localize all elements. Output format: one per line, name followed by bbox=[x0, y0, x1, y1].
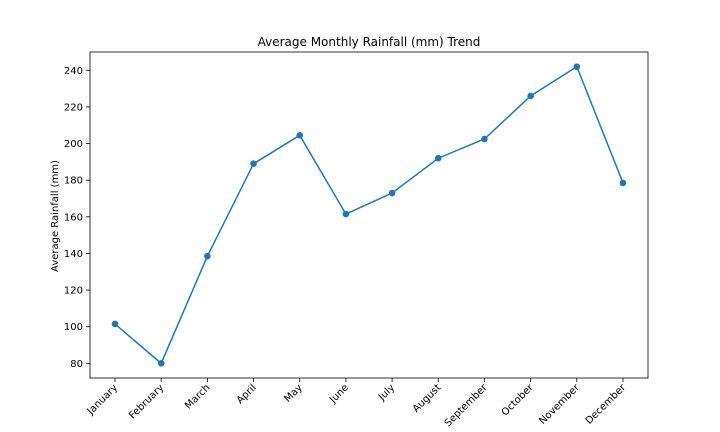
y-axis-label: Average Rainfall (mm) bbox=[50, 160, 61, 272]
data-point bbox=[573, 63, 581, 70]
x-tick-label: July bbox=[376, 382, 397, 403]
y-tick-label: 200 bbox=[64, 139, 83, 150]
x-tick-label: January bbox=[85, 382, 120, 417]
data-point bbox=[481, 135, 488, 143]
y-tick-label: 120 bbox=[64, 286, 83, 297]
x-tick-label: November bbox=[537, 382, 582, 427]
axes-frame bbox=[89, 51, 649, 379]
y-tick-label: 80 bbox=[70, 359, 83, 370]
data-point bbox=[204, 252, 211, 260]
data-point bbox=[296, 132, 304, 139]
y-tick-label: 160 bbox=[64, 212, 83, 223]
data-point bbox=[111, 320, 119, 328]
x-tick-label: September bbox=[443, 382, 490, 429]
y-tick-label: 220 bbox=[64, 102, 83, 113]
chart-title: Average Monthly Rainfall (mm) Trend bbox=[258, 35, 481, 49]
data-point bbox=[388, 189, 396, 197]
series-line bbox=[114, 65, 624, 365]
x-tick-label: February bbox=[127, 382, 166, 421]
plot-area: 80 100 120 140 160 180 200 220 240 January Februar… bbox=[64, 51, 649, 429]
y-tick-label: 240 bbox=[64, 66, 83, 77]
data-point bbox=[527, 92, 534, 100]
data-point bbox=[342, 210, 350, 218]
y-tick-label: 100 bbox=[64, 322, 83, 333]
x-tick-label: April bbox=[235, 382, 259, 406]
x-tick-label: October bbox=[500, 382, 537, 419]
y-tick-label: 140 bbox=[64, 249, 83, 260]
x-tick-label: March bbox=[183, 382, 212, 411]
data-point bbox=[250, 160, 257, 168]
data-point bbox=[157, 360, 165, 367]
x-tick-label: June bbox=[327, 382, 351, 406]
data-point bbox=[434, 154, 442, 162]
data-point bbox=[619, 179, 627, 187]
x-tick-label: August bbox=[411, 382, 444, 415]
x-tick-label: May bbox=[282, 382, 304, 404]
y-tick-label: 180 bbox=[64, 176, 83, 187]
x-tick-label: December bbox=[584, 382, 629, 427]
